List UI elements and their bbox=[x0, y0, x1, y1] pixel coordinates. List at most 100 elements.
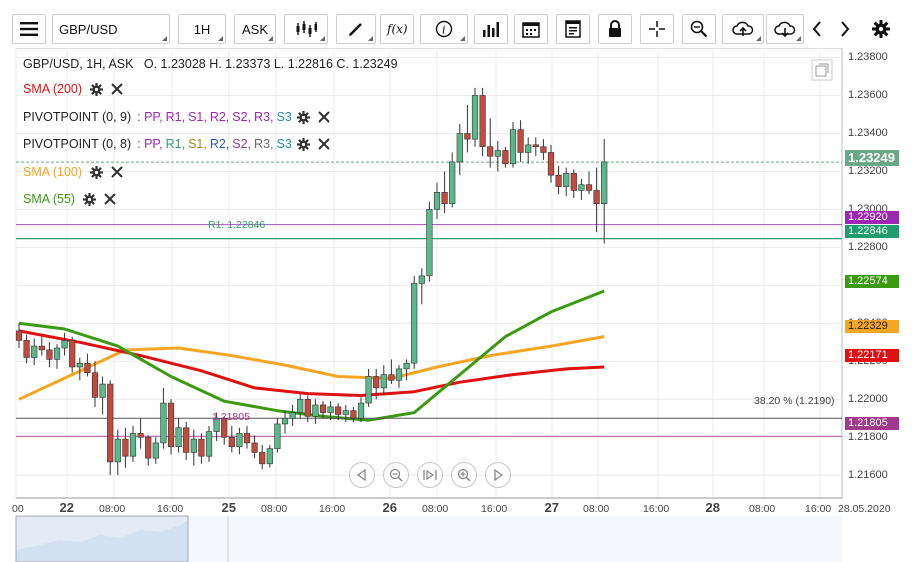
scroll-right-button[interactable] bbox=[832, 14, 858, 44]
menu-icon bbox=[20, 22, 38, 36]
dropdown-icon bbox=[368, 36, 373, 41]
pivot8-label[interactable]: PIVOTPOINT (0, 8) bbox=[23, 137, 132, 151]
zoom-in-button[interactable] bbox=[451, 462, 477, 488]
crosshair-button[interactable] bbox=[640, 14, 674, 44]
candle-body bbox=[304, 398, 311, 417]
candle-body bbox=[525, 144, 532, 153]
close-icon[interactable] bbox=[318, 111, 330, 123]
report-button[interactable] bbox=[556, 14, 590, 44]
candle-body bbox=[593, 190, 600, 204]
zoom-out-button[interactable] bbox=[383, 462, 409, 488]
pivot9-levels: : PP, R1, S1, R2, S2, R3, S3 bbox=[137, 110, 292, 124]
gear-icon[interactable] bbox=[90, 165, 104, 179]
sma100-legend: SMA (100) bbox=[23, 165, 123, 179]
expand-icon[interactable] bbox=[811, 59, 833, 81]
y-tick-label: 1.21800 bbox=[848, 431, 888, 444]
close-icon[interactable] bbox=[111, 166, 123, 178]
info-button[interactable]: i bbox=[420, 14, 468, 44]
pivot9-label[interactable]: PIVOTPOINT (0, 9) bbox=[23, 110, 132, 124]
candle bbox=[183, 422, 190, 461]
candle-body bbox=[335, 406, 342, 415]
sma100-label[interactable]: SMA (100) bbox=[23, 165, 83, 179]
close-icon[interactable] bbox=[111, 83, 123, 95]
candle bbox=[114, 429, 121, 476]
candle-body bbox=[357, 402, 365, 419]
settings-button[interactable] bbox=[866, 14, 896, 44]
candle-body bbox=[91, 372, 99, 398]
lock-icon bbox=[609, 20, 621, 37]
fit-icon bbox=[423, 469, 437, 481]
pan-right-button[interactable] bbox=[485, 462, 511, 488]
close-icon[interactable] bbox=[318, 138, 330, 150]
candle bbox=[91, 361, 99, 407]
bars-button[interactable] bbox=[474, 14, 508, 44]
upload-button[interactable] bbox=[722, 14, 764, 44]
x-tick-label: 27 bbox=[544, 500, 559, 515]
scroll-left-button[interactable] bbox=[804, 14, 830, 44]
navigator-series bbox=[16, 520, 188, 562]
candle-body bbox=[373, 376, 380, 389]
candle-body bbox=[563, 173, 570, 187]
candle bbox=[585, 171, 593, 195]
svg-text:f(x): f(x) bbox=[386, 22, 408, 36]
draw-button[interactable] bbox=[336, 14, 376, 44]
svg-text:i: i bbox=[442, 24, 446, 37]
reset-view-button[interactable] bbox=[417, 462, 443, 488]
candle-body bbox=[266, 448, 273, 465]
candle bbox=[69, 336, 76, 373]
gear-icon[interactable] bbox=[90, 82, 104, 96]
price-chart[interactable] bbox=[0, 48, 915, 562]
sma200-label[interactable]: SMA (200) bbox=[23, 82, 83, 96]
calendar-button[interactable] bbox=[514, 14, 548, 44]
candle bbox=[570, 169, 577, 198]
bars-icon bbox=[483, 22, 499, 37]
timeframe-select[interactable]: 1H bbox=[178, 14, 226, 44]
indicators-button[interactable]: f(x) bbox=[380, 14, 414, 44]
gear-icon[interactable] bbox=[296, 110, 310, 124]
navigator-window[interactable] bbox=[15, 515, 189, 562]
menu-button[interactable] bbox=[12, 14, 46, 44]
candle bbox=[23, 334, 30, 364]
pan-left-button[interactable] bbox=[349, 462, 375, 488]
candle bbox=[517, 120, 524, 162]
sma200-tag: 1.22171 bbox=[845, 349, 899, 362]
candle-body bbox=[487, 146, 494, 157]
candle-body bbox=[350, 410, 357, 419]
candle bbox=[555, 165, 562, 195]
lock-button[interactable] bbox=[598, 14, 632, 44]
support-annotation: 1.21805 bbox=[212, 411, 250, 423]
candle-body bbox=[578, 184, 585, 191]
close-icon[interactable] bbox=[104, 193, 116, 205]
candle bbox=[251, 435, 258, 459]
candle-body bbox=[15, 330, 23, 341]
report-icon bbox=[565, 20, 581, 38]
sma55-label[interactable]: SMA (55) bbox=[23, 192, 76, 206]
candle-body bbox=[190, 438, 197, 453]
candle bbox=[335, 403, 342, 421]
draw-icon bbox=[349, 23, 362, 36]
symbol-select[interactable]: GBP/USD bbox=[52, 14, 170, 44]
price-type-select[interactable]: ASK bbox=[234, 14, 276, 44]
download-button[interactable] bbox=[766, 14, 804, 44]
pivot8-levels: : PP, R1, S1, R2, S2, R3, S3 bbox=[137, 137, 292, 151]
candle-body bbox=[449, 161, 456, 204]
sma55-legend: SMA (55) bbox=[23, 192, 116, 206]
gear-icon[interactable] bbox=[83, 192, 97, 206]
candle bbox=[365, 368, 372, 407]
candle bbox=[107, 380, 114, 476]
chart-type-button[interactable] bbox=[284, 14, 328, 44]
x-tick-label: 08:00 bbox=[583, 503, 610, 515]
candle-body bbox=[540, 146, 547, 153]
candle bbox=[350, 406, 357, 423]
last-price-tag: 1.23249 bbox=[845, 150, 899, 166]
candle-body bbox=[456, 133, 463, 163]
candle bbox=[129, 425, 137, 462]
candle-body bbox=[601, 161, 608, 204]
zoom-button[interactable] bbox=[682, 14, 716, 44]
gear-icon[interactable] bbox=[296, 137, 310, 151]
zoom-in-icon bbox=[457, 468, 471, 482]
candle bbox=[578, 179, 585, 200]
dropdown-icon bbox=[460, 36, 465, 41]
y-tick-label: 1.23200 bbox=[848, 165, 888, 178]
dropdown-icon bbox=[162, 36, 167, 41]
